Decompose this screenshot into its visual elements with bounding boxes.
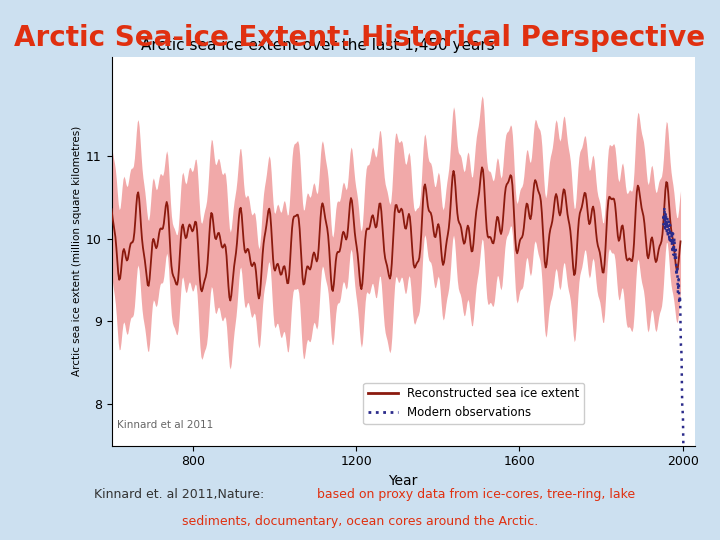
X-axis label: Year: Year — [389, 474, 418, 488]
Text: sediments, documentary, ocean cores around the Arctic.: sediments, documentary, ocean cores arou… — [182, 515, 538, 528]
Text: based on proxy data from ice-cores, tree-ring, lake: based on proxy data from ice-cores, tree… — [317, 488, 635, 501]
Legend: Reconstructed sea ice extent, Modern observations: Reconstructed sea ice extent, Modern obs… — [364, 383, 584, 424]
Y-axis label: Arctic sea ice extent (million square kilometres): Arctic sea ice extent (million square ki… — [72, 126, 82, 376]
Text: Kinnard et al 2011: Kinnard et al 2011 — [117, 420, 214, 430]
Text: Kinnard et. al 2011,Nature:: Kinnard et. al 2011,Nature: — [94, 488, 268, 501]
Text: Arctic sea ice extent over the last 1,450 years: Arctic sea ice extent over the last 1,45… — [141, 38, 495, 53]
Text: Arctic Sea-ice Extent: Historical Perspective: Arctic Sea-ice Extent: Historical Perspe… — [14, 24, 706, 52]
